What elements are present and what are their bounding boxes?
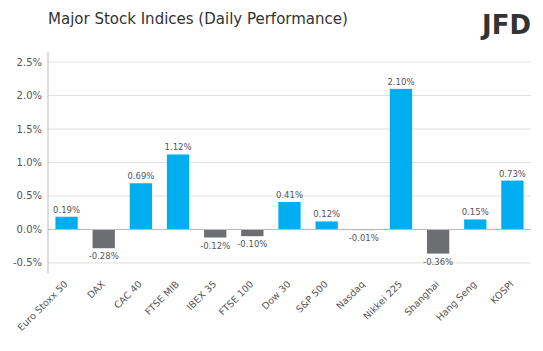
y-axis-line (48, 52, 49, 273)
x-tick-label: Nasdaq (334, 278, 367, 311)
x-tick-label: FTSE 100 (216, 278, 255, 317)
y-tick-label: 1.5% (17, 124, 42, 135)
x-tick-label: KOSPI (488, 278, 515, 305)
bar (167, 154, 189, 229)
grid-line (48, 229, 531, 230)
bars (55, 89, 523, 254)
x-tick-label: Dow 30 (259, 278, 292, 311)
bar (278, 202, 300, 229)
baseline (48, 229, 531, 230)
y-tick-label: 1.0% (17, 157, 42, 168)
data-label: 0.12% (313, 209, 340, 219)
y-tick-label: 0.0% (17, 224, 42, 235)
y-tick-label: -0.5% (13, 257, 42, 268)
bar (241, 229, 263, 236)
annotation: JFD (480, 10, 531, 40)
bar (316, 221, 338, 229)
data-label: -0.28% (89, 251, 119, 261)
bar (55, 217, 77, 230)
bar (93, 229, 115, 248)
bar (130, 183, 152, 229)
data-labels: 0.19% -0.28% 0.69% 1.12% -0.12% -0.10% 0.41% 0.… (53, 77, 526, 267)
grid-line (48, 162, 531, 163)
x-tick-label: IBEX 35 (184, 278, 218, 312)
grid-line (48, 62, 531, 63)
data-label: 0.69% (127, 171, 154, 181)
page: {"chart_data": { "type": "bar", "title":… (0, 0, 543, 351)
x-tick-label: CAC 40 (112, 278, 144, 310)
x-tick-label: FTSE MIB (143, 278, 182, 317)
bar (390, 89, 412, 230)
bar (464, 219, 486, 229)
y-tick-label: 0.5% (17, 190, 42, 201)
data-label: 0.41% (276, 190, 303, 200)
x-tick-label: Euro Stoxx 50 (15, 278, 70, 333)
chart: Major Stock Indices (Daily Performance) J… (0, 0, 543, 351)
data-label: 1.12% (165, 142, 192, 152)
y-axis: -0.5% 0.0% 0.5% 1.0% 1.5% 2.0% 2.5% (13, 52, 531, 273)
y-tick-label: 2.5% (17, 57, 42, 68)
data-label: -0.12% (200, 241, 230, 251)
grid-line (48, 95, 531, 96)
title: Major Stock Indices (Daily Performance) (48, 10, 348, 28)
x-tick-label: DAX (85, 278, 107, 300)
x-tick-label: Nikkei 225 (361, 278, 404, 321)
x-axis: Euro Stoxx 50 DAXCAC 40FTSE MIBIBEX 35FTS… (15, 278, 515, 333)
data-label: 2.10% (387, 77, 414, 87)
y-tick-label: 2.0% (17, 90, 42, 101)
data-label: 0.19% (53, 205, 80, 215)
grid-line (48, 129, 531, 130)
bar (204, 229, 226, 237)
grid-line (48, 262, 531, 263)
data-label: -0.36% (423, 257, 453, 267)
data-label: -0.01% (349, 233, 379, 243)
data-label: 0.73% (499, 169, 526, 179)
bar (501, 181, 523, 230)
x-tick-label: Hang Seng (434, 278, 479, 323)
data-label: -0.10% (237, 239, 267, 249)
x-tick-label: Shanghai (402, 278, 441, 317)
data-label: 0.15% (462, 207, 489, 217)
x-tick-label: S&P 500 (294, 278, 330, 314)
bar (427, 229, 449, 253)
